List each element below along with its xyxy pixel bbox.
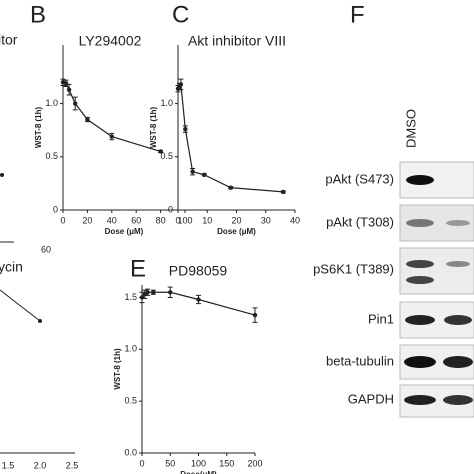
- x-axis-label: Dose(μM): [180, 470, 217, 474]
- blot-label: pAkt (T308): [326, 214, 394, 229]
- x-tick-label: 20: [231, 215, 241, 225]
- fragment-line: [0, 289, 41, 322]
- y-tick-label: 1.0: [160, 98, 173, 108]
- data-point: [178, 82, 184, 87]
- data-point: [158, 149, 163, 154]
- x-tick-label: 40: [290, 215, 300, 225]
- blot: DMSO pAkt (S473) pAkt (T308) pS6K1 (T389…: [313, 109, 474, 418]
- y-tick-label: 1.5: [124, 292, 137, 302]
- x-tick-label: 60: [41, 244, 51, 254]
- y-tick-label: 0.5: [160, 151, 173, 161]
- blot-label: pAkt (S473): [325, 171, 394, 186]
- x-axis-label: Dose (μM): [105, 227, 144, 236]
- panel-title: itor: [0, 32, 18, 48]
- x-tick-label: 2.5: [66, 460, 79, 470]
- panel-title: ycin: [0, 259, 23, 275]
- y-tick-label: 0.0: [124, 447, 137, 457]
- panel-label: E: [130, 255, 146, 282]
- y-axis-label: WST-8 (1h): [149, 107, 158, 149]
- x-axis-label: Dose (μM): [217, 227, 256, 236]
- blot-label: GAPDH: [348, 391, 394, 406]
- data-point: [281, 189, 286, 195]
- x-tick-label: 50: [165, 458, 175, 468]
- data-point: [168, 290, 173, 295]
- x-tick-label: 0: [60, 215, 65, 225]
- x-tick-label: 80: [156, 215, 166, 225]
- chart-title: LY294002: [79, 33, 142, 49]
- x-tick-label: 2.0: [34, 460, 47, 470]
- chart-title: PD98059: [169, 263, 228, 279]
- chart-title: Akt inhibitor VIII: [188, 33, 286, 49]
- panel-label: C: [172, 1, 189, 28]
- x-tick-label: 10: [202, 215, 212, 225]
- fragment-point: [0, 173, 4, 177]
- x-tick-label: 1.5: [2, 460, 15, 470]
- data-line: [62, 81, 161, 153]
- x-tick-label: 150: [219, 458, 234, 468]
- y-tick-label: 1.0: [45, 98, 58, 108]
- y-tick-label: 0.5: [45, 151, 58, 161]
- data-point: [183, 126, 188, 132]
- x-tick-label: 100: [191, 458, 206, 468]
- x-tick-label: 60: [131, 215, 141, 225]
- x-tick-label: 40: [107, 215, 117, 225]
- x-tick-label: 100: [177, 215, 192, 225]
- panel-label: F: [350, 1, 365, 28]
- data-point: [66, 87, 72, 92]
- data-point: [190, 169, 195, 174]
- x-tick-label: 20: [82, 215, 92, 225]
- data-point: [151, 290, 156, 295]
- y-tick-label: 1.0: [124, 344, 137, 354]
- blot-label: Pin1: [368, 311, 394, 326]
- x-tick-label: 200: [247, 458, 262, 468]
- blot-label: beta-tubulin: [326, 353, 394, 368]
- data-point: [196, 297, 201, 302]
- fragment-point: [38, 319, 42, 323]
- data-point: [85, 117, 90, 122]
- x-tick-label: 30: [261, 215, 271, 225]
- y-tick-label: 0: [53, 204, 58, 214]
- y-tick-label: 0.5: [124, 396, 137, 406]
- y-axis-label: WST-8 (1h): [34, 107, 43, 149]
- data-line: [177, 82, 284, 193]
- blot-label: pS6K1 (T389): [313, 261, 394, 276]
- data-point: [73, 101, 78, 106]
- x-tick-label: 0: [175, 215, 180, 225]
- data-point: [145, 290, 150, 295]
- data-point: [252, 312, 258, 318]
- lane-label: DMSO: [403, 109, 418, 148]
- data-point: [109, 134, 115, 139]
- x-tick-label: 0: [139, 458, 144, 468]
- data-point: [202, 172, 207, 178]
- data-point: [228, 185, 233, 190]
- panel-label: B: [30, 1, 46, 28]
- y-axis-label: WST-8 (1h): [113, 348, 122, 390]
- y-tick-label: 0: [168, 204, 173, 214]
